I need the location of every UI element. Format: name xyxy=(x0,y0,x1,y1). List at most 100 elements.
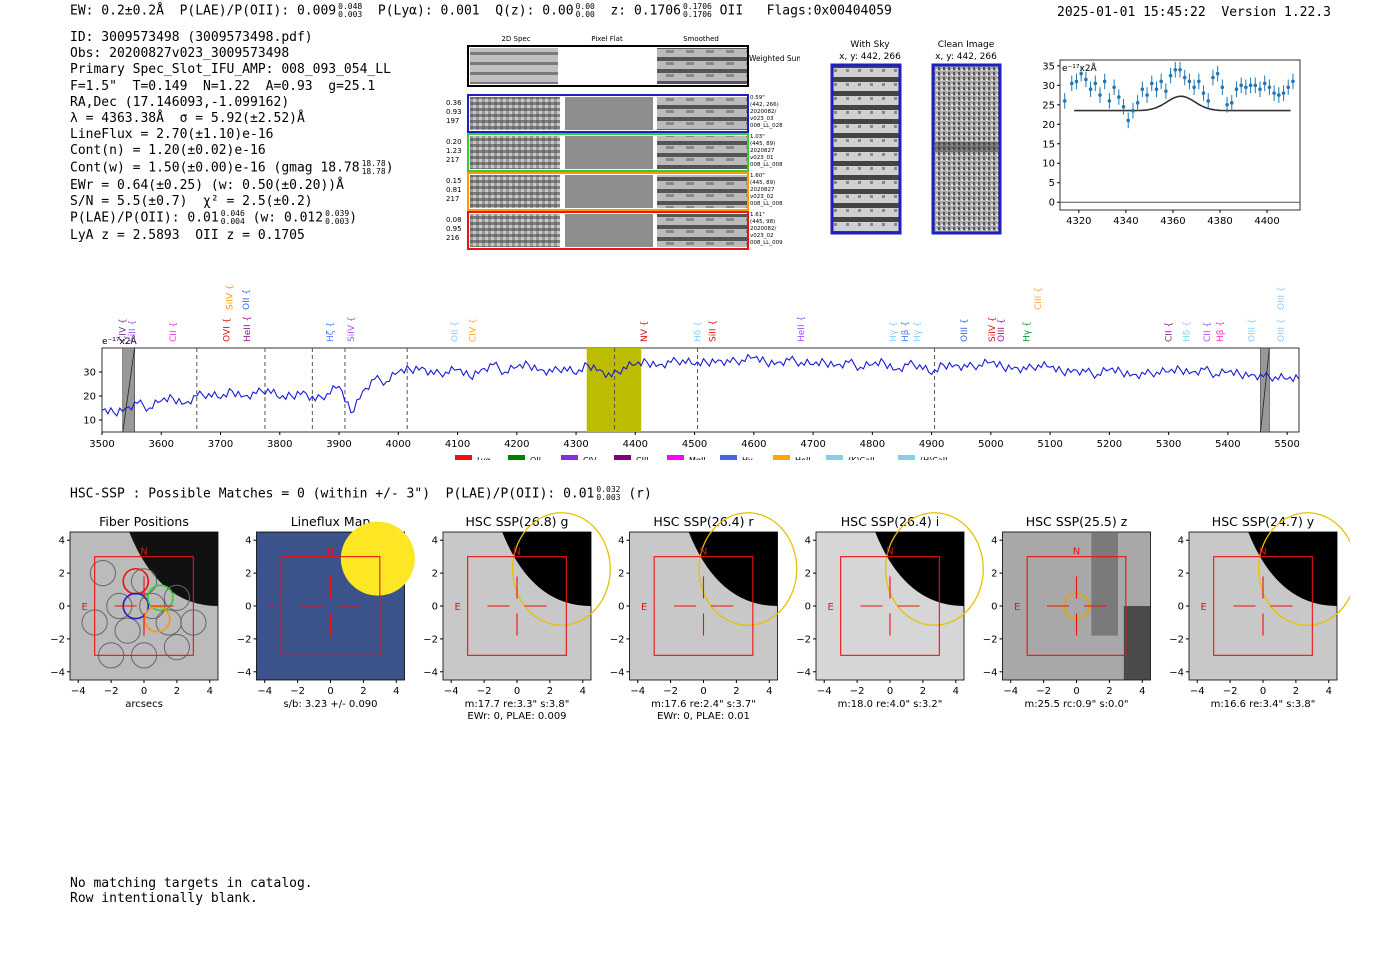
legend-label: Hγ xyxy=(742,456,753,460)
hsc-xtick-label: 4 xyxy=(580,686,586,697)
spectrum-xtick-label: 4500 xyxy=(682,439,707,450)
hsc-panel-title: Lineflux Map xyxy=(291,514,371,529)
hsc-ytick-label: −2 xyxy=(1169,634,1184,645)
hsc-xtick-label: 4 xyxy=(953,686,959,697)
hsc-ytick-label: −4 xyxy=(610,667,625,678)
hsc-xtick-label: 0 xyxy=(700,686,706,697)
hsc-source-blob xyxy=(1123,606,1151,680)
zoom-ytick-label: 0 xyxy=(1049,198,1055,209)
hsc-ytick-label: 4 xyxy=(245,536,251,547)
spectrum-xtick-label: 4900 xyxy=(919,439,944,450)
hsc-panel: HSC SSP(24.7) y N E −4 −4 −2 −2 0 0 2 2 4 4 m:16.6 re… xyxy=(1169,512,1350,710)
hsc-caption: s/b: 3.23 +/- 0.090 xyxy=(283,699,377,710)
cutout-pixelflat xyxy=(565,214,653,247)
zoom-data-point xyxy=(1074,79,1079,84)
summary-header: EW: 0.2±0.2Å P(LAE)/P(OII): 0.009 0.048 0.… xyxy=(70,3,892,19)
hsc-ytick-label: 2 xyxy=(432,569,438,580)
cutout-meta: 2020082/ xyxy=(750,226,776,232)
hsc-xtick-label: −4 xyxy=(1190,686,1205,697)
cutout-smoothed xyxy=(657,175,747,208)
line-fit-chart: 0 5 10 15 20 25 30 35 4320 4340 4360 4380 4400 e⁻¹⁷x2… xyxy=(1042,59,1301,227)
hsc-east-label: E xyxy=(268,602,274,613)
hsc-panel-title: HSC SSP(25.5) z xyxy=(1026,514,1128,529)
contw-hi: 18.78 xyxy=(361,158,386,168)
contw-end: ) xyxy=(385,160,394,175)
cutout-weight-3: 217 xyxy=(446,195,459,203)
hsc-caption: m:17.6 re:2.4" s:3.7" xyxy=(651,699,756,710)
hsc-ytick-label: −2 xyxy=(610,634,625,645)
zoom-data-point xyxy=(1262,81,1267,86)
hsc-ytick-label: −4 xyxy=(796,667,811,678)
detection-info: ID: 3009573498 (3009573498.pdf) Obs: 202… xyxy=(70,30,394,244)
version: Version 1.22.3 xyxy=(1221,5,1331,20)
hsc-title-end: (r) xyxy=(628,486,652,502)
hsc-xtick-label: −2 xyxy=(477,686,492,697)
spectrum-line-label: OIII { xyxy=(1248,318,1258,342)
cutout-meta: (445, 98) xyxy=(750,219,775,225)
cutout-2dspec xyxy=(470,97,560,130)
hsc-xtick-label: 0 xyxy=(887,686,893,697)
clean-image-emission xyxy=(935,142,998,152)
info-fparams: F=1.5" T=0.149 N=1.22 A=0.93 g=25.1 xyxy=(70,78,376,94)
hsc-ytick-label: 0 xyxy=(618,602,624,613)
hsc-xtick-label: 0 xyxy=(1260,686,1266,697)
info-ewr: EWr = 0.64(±0.25) (w: 0.50(±0.20))Å xyxy=(70,177,344,193)
spectrum-line-label: NV { xyxy=(640,321,650,342)
zoom-data-point xyxy=(1267,85,1272,90)
plae-b-lo: 0.003 xyxy=(325,216,350,226)
hsc-ytick-label: 0 xyxy=(991,602,997,613)
zoom-xtick-label: 4380 xyxy=(1207,216,1232,227)
cutout-meta: 2020827 xyxy=(750,187,775,193)
cutout-meta: 008_LL_008 xyxy=(750,162,783,168)
hsc-north-label: N xyxy=(1259,547,1266,558)
hsc-east-label: E xyxy=(1201,602,1207,613)
spectrum-line-label: Hβ { xyxy=(901,321,911,342)
info-lyaz: LyA z = 2.5893 OII z = 0.1705 xyxy=(70,227,305,243)
hsc-search-box xyxy=(1213,556,1313,656)
zoom-ytick-label: 25 xyxy=(1042,100,1055,111)
legend-swatch xyxy=(508,455,525,460)
hsc-north-label: N xyxy=(140,547,147,558)
hsc-xtick-label: 0 xyxy=(514,686,520,697)
spectrum-line xyxy=(101,353,1300,417)
spectrum-line-label: HeII { xyxy=(243,316,253,342)
zoom-data-point xyxy=(1291,79,1295,84)
hsc-title: HSC-SSP : Possible Matches = 0 (within +… xyxy=(70,486,652,502)
hsc-xtick-label: 0 xyxy=(141,686,147,697)
hsc-ytick-label: −4 xyxy=(1169,667,1184,678)
spectrum-xtick-label: 5100 xyxy=(1037,439,1062,450)
hsc-xtick-label: 0 xyxy=(1073,686,1079,697)
spectrum-xtick-label: 4300 xyxy=(563,439,588,450)
timestamp-version: 2025-01-01 15:45:22 Version 1.22.3 xyxy=(1057,5,1331,20)
clean-title: Clean Image xyxy=(938,40,995,50)
hsc-xtick-label: 2 xyxy=(1293,686,1299,697)
spectrum-xtick-label: 5500 xyxy=(1274,439,1299,450)
hsc-source-blob xyxy=(340,521,415,596)
hsc-panel: HSC SSP(26.4) i N E −4 −4 −2 −2 0 0 2 2 4 4 m:18.0 re… xyxy=(796,512,984,710)
hsc-panel: HSC SSP(26.4) r N E −4 −4 −2 −2 0 0 2 2 4 4 m:17.6 re… xyxy=(610,512,798,722)
fiber-circle xyxy=(163,584,190,611)
plae-value: P(LAE)/P(OII): 0.009 xyxy=(179,3,337,19)
hsc-ytick-label: 0 xyxy=(245,602,251,613)
hsc-ytick-label: 0 xyxy=(432,602,438,613)
hsc-caption: m:25.5 rc:0.9" s:0.0" xyxy=(1024,699,1128,710)
hsc-search-box xyxy=(467,556,567,656)
zoom-data-point xyxy=(1197,79,1201,84)
info-lambda: λ = 4363.38Å σ = 5.92(±2.52)Å xyxy=(70,110,305,126)
zoom-data-point xyxy=(1145,93,1149,97)
hsc-xtick-label: 2 xyxy=(547,686,553,697)
z-hi: 0.1706 xyxy=(682,2,712,11)
hsc-east-label: E xyxy=(641,602,647,613)
legend-swatch xyxy=(826,455,843,460)
spectrum-ytick-label: 30 xyxy=(83,368,96,379)
cutout-smoothed xyxy=(657,214,747,247)
zoom-data-point xyxy=(1135,101,1140,105)
spectrum-xtick-label: 4200 xyxy=(504,439,529,450)
hsc-ytick-label: −4 xyxy=(423,667,438,678)
hsc-ytick-label: −4 xyxy=(983,667,998,678)
zoom-data-point xyxy=(1154,87,1159,92)
zoom-data-point xyxy=(1244,85,1248,90)
legend-swatch xyxy=(898,455,915,460)
hsc-east-label: E xyxy=(455,602,461,613)
